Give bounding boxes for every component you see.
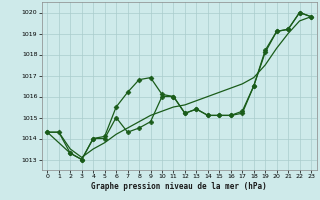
X-axis label: Graphe pression niveau de la mer (hPa): Graphe pression niveau de la mer (hPa)	[91, 182, 267, 191]
